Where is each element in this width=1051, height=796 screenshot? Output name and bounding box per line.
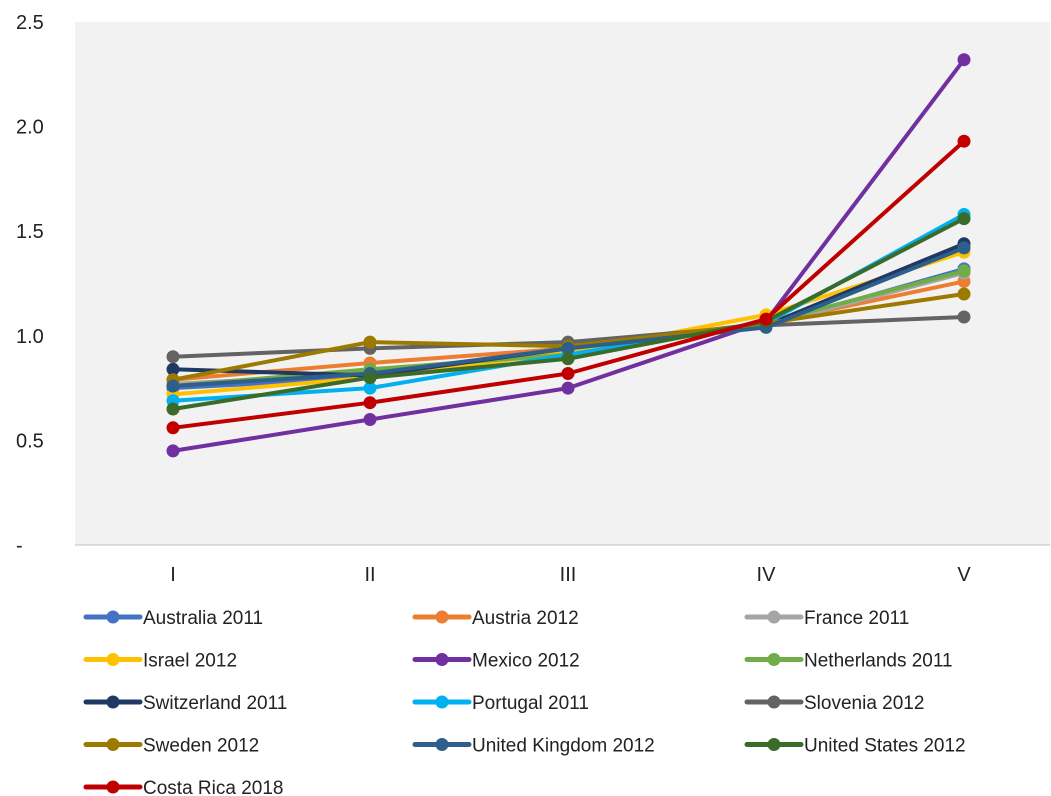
legend-label: Austria 2012	[472, 608, 579, 629]
data-point	[957, 212, 971, 226]
legend-label: Mexico 2012	[472, 651, 580, 672]
legend-label: Switzerland 2011	[143, 693, 287, 714]
legend-item: Costa Rica 2018	[83, 778, 283, 796]
y-tick-label: -	[16, 535, 23, 557]
data-point	[957, 264, 971, 278]
legend-label: Netherlands 2011	[804, 651, 953, 672]
data-point	[363, 371, 377, 385]
y-tick-label: 2.0	[16, 117, 44, 139]
data-point	[957, 310, 971, 324]
x-tick-label: I	[170, 564, 176, 586]
data-point	[166, 421, 180, 435]
data-point	[166, 350, 180, 364]
legend-item: Sweden 2012	[83, 736, 259, 757]
legend-marker	[106, 695, 120, 709]
legend-label: Portugal 2011	[472, 693, 589, 714]
legend-label: Israel 2012	[143, 651, 237, 672]
legend-item: Israel 2012	[83, 651, 237, 672]
legend-marker	[767, 610, 781, 624]
legend-item: Mexico 2012	[412, 651, 580, 672]
legend-item: United States 2012	[744, 736, 966, 757]
y-tick-label: 2.5	[16, 12, 44, 34]
legend-marker	[106, 738, 120, 751]
x-tick-label: V	[957, 564, 971, 586]
legend-item: Australia 2011	[83, 608, 263, 629]
x-axis: I II III IV V	[170, 564, 971, 586]
legend-label: France 2011	[804, 608, 909, 629]
data-point	[363, 413, 377, 426]
y-tick-label: 1.5	[16, 221, 44, 243]
legend-label: Slovenia 2012	[804, 693, 924, 714]
legend-marker	[435, 610, 449, 624]
plot-area	[75, 22, 1050, 545]
legend-item: Netherlands 2011	[744, 651, 953, 672]
data-point	[957, 134, 971, 148]
y-tick-label: 1.0	[16, 326, 44, 348]
data-point	[957, 241, 971, 255]
legend-marker	[435, 653, 449, 666]
data-point	[363, 381, 377, 395]
legend-item: Slovenia 2012	[744, 693, 924, 714]
legend-marker	[767, 695, 781, 709]
legend-label: United Kingdom 2012	[472, 736, 655, 757]
x-tick-label: II	[364, 564, 375, 586]
data-point	[957, 53, 971, 67]
legend-marker	[435, 695, 449, 709]
data-point	[561, 352, 575, 366]
data-point	[759, 312, 773, 326]
data-point	[363, 335, 377, 349]
data-point	[166, 402, 180, 416]
legend-label: Costa Rica 2018	[143, 778, 283, 796]
legend-item: United Kingdom 2012	[412, 736, 655, 757]
x-tick-label: III	[560, 564, 577, 586]
series-12	[166, 134, 971, 435]
series-lines	[166, 53, 971, 458]
x-tick-label: IV	[757, 564, 777, 586]
legend-item: France 2011	[744, 608, 909, 629]
legend-label: Sweden 2012	[143, 736, 259, 757]
legend-marker	[435, 738, 449, 751]
legend-item: Portugal 2011	[412, 693, 589, 714]
legend-item: Austria 2012	[412, 608, 579, 629]
data-point	[561, 381, 575, 395]
data-point	[166, 362, 180, 376]
data-point	[561, 367, 575, 380]
legend-marker	[106, 653, 120, 666]
legend-marker	[767, 653, 781, 666]
legend-label: Australia 2011	[143, 608, 263, 629]
data-point	[166, 444, 180, 458]
y-tick-label: 0.5	[16, 430, 44, 452]
y-axis: - 0.5 1.0 1.5 2.0 2.5	[16, 12, 44, 557]
legend-marker	[106, 610, 120, 624]
legend-label: United States 2012	[804, 736, 966, 757]
legend: Australia 2011 Austria 2012 France 2011 Isr…	[83, 608, 966, 796]
data-point	[166, 379, 180, 393]
legend-marker	[767, 738, 781, 751]
data-point	[561, 341, 575, 355]
data-point	[957, 287, 971, 301]
legend-marker	[106, 780, 120, 794]
legend-item: Switzerland 2011	[83, 693, 287, 714]
data-point	[363, 396, 377, 410]
